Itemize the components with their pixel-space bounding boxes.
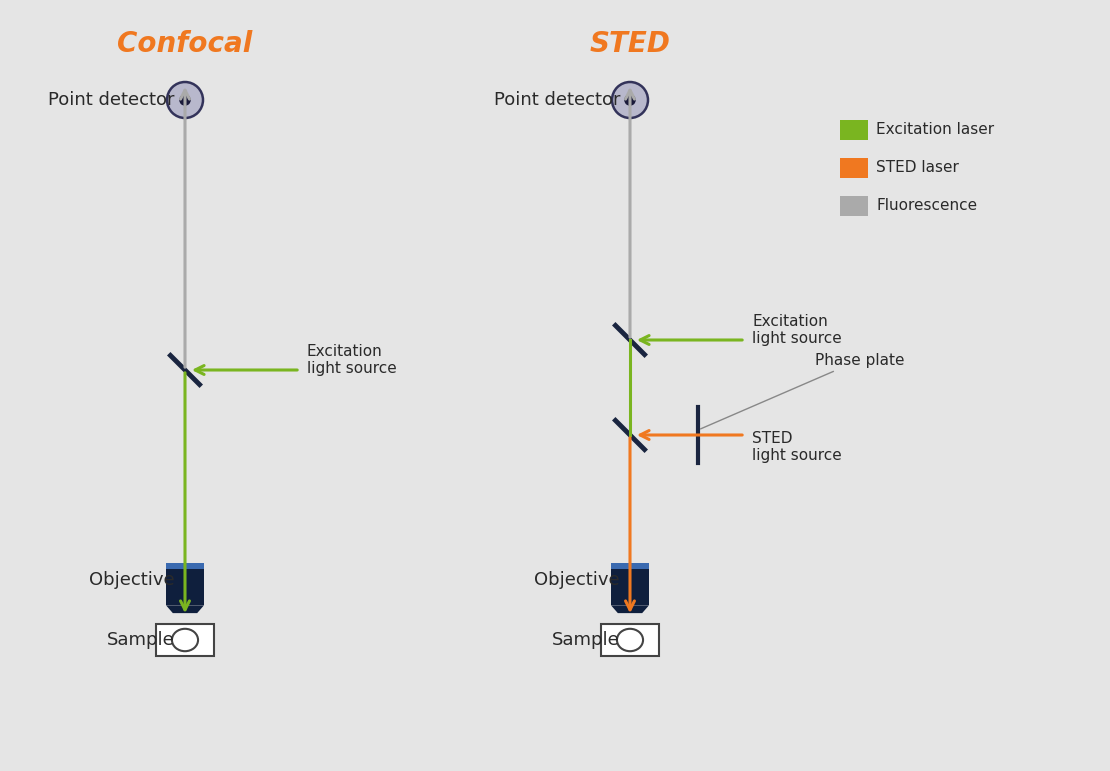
Circle shape	[612, 82, 648, 118]
Text: Sample: Sample	[553, 631, 620, 649]
Ellipse shape	[172, 629, 198, 651]
Text: Point detector: Point detector	[494, 91, 620, 109]
Text: Excitation
light source: Excitation light source	[751, 314, 841, 346]
Text: STED
light source: STED light source	[751, 431, 841, 463]
Text: Confocal: Confocal	[118, 30, 253, 58]
Bar	[166, 568, 204, 605]
Circle shape	[179, 94, 191, 106]
Ellipse shape	[617, 629, 643, 651]
Text: Excitation laser: Excitation laser	[876, 123, 995, 137]
Text: Objective: Objective	[90, 571, 175, 589]
Bar	[840, 158, 868, 178]
Circle shape	[624, 94, 636, 106]
Polygon shape	[166, 605, 204, 613]
Bar	[157, 624, 214, 656]
Text: Objective: Objective	[534, 571, 620, 589]
Polygon shape	[610, 605, 649, 613]
Text: Point detector: Point detector	[49, 91, 175, 109]
Text: STED laser: STED laser	[876, 160, 959, 176]
Bar	[166, 563, 204, 568]
Text: Sample: Sample	[108, 631, 175, 649]
Text: Excitation
light source: Excitation light source	[307, 344, 396, 376]
Bar	[610, 563, 649, 568]
Bar	[840, 120, 868, 140]
Bar	[601, 624, 659, 656]
Circle shape	[166, 82, 203, 118]
Bar	[610, 568, 649, 605]
Text: STED: STED	[589, 30, 670, 58]
Text: Fluorescence: Fluorescence	[876, 198, 977, 214]
Text: Phase plate: Phase plate	[700, 352, 905, 429]
Bar	[840, 196, 868, 216]
